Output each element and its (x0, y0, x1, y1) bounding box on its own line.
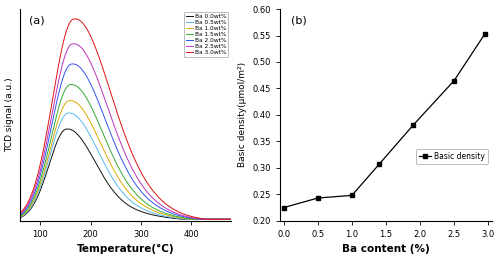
Ba 2.5wt% (71, 42, 77, 45)
Ba 1.0wt% (222, 218, 228, 221)
Y-axis label: TCD signal (a.u.): TCD signal (a.u.) (6, 77, 15, 152)
Ba 1.5wt% (228, 218, 234, 221)
Ba 3.0wt% (222, 218, 228, 221)
Basic density (451, 79, 457, 82)
Ba 3.0wt% (28, 194, 34, 197)
Ba 2.5wt% (28, 197, 34, 200)
Ba 0.5wt% (222, 218, 228, 221)
Ba 3.0wt% (228, 218, 234, 221)
Ba 1.5wt% (120, 174, 126, 177)
Line: Ba 1.0wt%: Ba 1.0wt% (20, 101, 231, 219)
Ba 0.0wt% (120, 199, 126, 203)
Ba 0.5wt% (66, 112, 72, 115)
Line: Ba 2.0wt%: Ba 2.0wt% (20, 64, 231, 219)
Ba 2.5wt% (200, 218, 206, 221)
Basic density (315, 197, 321, 200)
Ba 0.0wt% (65, 127, 71, 131)
Ba 0.5wt% (222, 218, 228, 221)
Ba 1.0wt% (228, 218, 234, 221)
Ba 3.0wt% (183, 213, 189, 217)
Y-axis label: Basic density(μmol/m²): Basic density(μmol/m²) (238, 62, 247, 167)
Ba 3.0wt% (222, 218, 228, 221)
Ba 3.0wt% (72, 17, 78, 21)
Ba 2.5wt% (17, 213, 23, 216)
Ba 3.0wt% (120, 128, 126, 131)
Ba 3.0wt% (17, 212, 23, 215)
Ba 1.0wt% (28, 204, 34, 207)
Ba 1.0wt% (120, 183, 126, 186)
Ba 0.0wt% (222, 218, 228, 221)
Ba 0.0wt% (222, 218, 228, 221)
Ba 1.0wt% (68, 99, 74, 102)
Ba 1.5wt% (222, 218, 228, 221)
Ba 0.5wt% (114, 184, 120, 187)
Ba 1.5wt% (192, 218, 198, 221)
Ba 0.0wt% (180, 218, 186, 221)
Ba 0.5wt% (120, 191, 126, 194)
Ba 2.0wt% (228, 218, 234, 221)
Ba 2.5wt% (228, 218, 234, 221)
Ba 0.0wt% (114, 194, 120, 197)
Ba 1.0wt% (183, 217, 189, 220)
Text: (a): (a) (29, 15, 44, 25)
Ba 1.0wt% (222, 218, 228, 221)
Basic density (349, 194, 355, 197)
Line: Ba 2.5wt%: Ba 2.5wt% (20, 44, 231, 219)
Ba 0.0wt% (17, 216, 23, 219)
Ba 1.5wt% (28, 202, 34, 205)
X-axis label: Temperature(°C): Temperature(°C) (77, 244, 174, 255)
Ba 2.0wt% (17, 214, 23, 217)
Ba 2.0wt% (197, 218, 203, 221)
Ba 2.5wt% (222, 218, 228, 221)
Ba 1.0wt% (189, 218, 195, 221)
Ba 1.5wt% (222, 218, 228, 221)
Ba 2.5wt% (183, 215, 189, 218)
Ba 1.5wt% (114, 164, 120, 167)
Ba 0.5wt% (183, 218, 189, 221)
Ba 0.0wt% (228, 218, 234, 221)
X-axis label: Ba content (%): Ba content (%) (342, 244, 430, 254)
Ba 1.5wt% (69, 83, 75, 86)
Ba 2.5wt% (222, 218, 228, 221)
Ba 0.0wt% (28, 207, 34, 210)
Line: Ba 3.0wt%: Ba 3.0wt% (20, 19, 231, 219)
Ba 2.5wt% (120, 147, 126, 150)
Ba 2.0wt% (222, 218, 228, 221)
Ba 2.0wt% (183, 216, 189, 219)
Ba 2.0wt% (28, 200, 34, 203)
Ba 1.0wt% (17, 215, 23, 218)
Line: Ba 1.5wt%: Ba 1.5wt% (20, 84, 231, 219)
Basic density (281, 206, 287, 209)
Ba 0.5wt% (17, 216, 23, 219)
Ba 3.0wt% (114, 112, 120, 115)
Ba 2.0wt% (70, 62, 76, 66)
Ba 2.0wt% (222, 218, 228, 221)
Line: Basic density: Basic density (282, 31, 487, 210)
Ba 1.0wt% (114, 175, 120, 178)
Legend: Ba 0.0wt%, Ba 0.5wt%, Ba 1.0wt%, Ba 1.5wt%, Ba 2.0wt%, Ba 2.5wt%, Ba 3.0wt%: Ba 0.0wt%, Ba 0.5wt%, Ba 1.0wt%, Ba 1.5w… (184, 12, 228, 57)
Ba 2.5wt% (114, 133, 120, 136)
Ba 0.5wt% (184, 218, 190, 221)
Line: Ba 0.0wt%: Ba 0.0wt% (20, 129, 231, 219)
Ba 1.5wt% (17, 214, 23, 218)
Line: Ba 0.5wt%: Ba 0.5wt% (20, 113, 231, 219)
Ba 3.0wt% (204, 218, 210, 221)
Ba 0.0wt% (184, 218, 190, 221)
Basic density (410, 124, 416, 127)
Ba 0.5wt% (228, 218, 234, 221)
Basic density (482, 32, 488, 36)
Ba 0.5wt% (28, 206, 34, 209)
Ba 2.0wt% (120, 161, 126, 164)
Legend: Basic density: Basic density (416, 149, 488, 164)
Ba 2.0wt% (114, 148, 120, 151)
Basic density (376, 162, 382, 166)
Ba 1.5wt% (183, 217, 189, 220)
Text: (b): (b) (291, 15, 307, 25)
